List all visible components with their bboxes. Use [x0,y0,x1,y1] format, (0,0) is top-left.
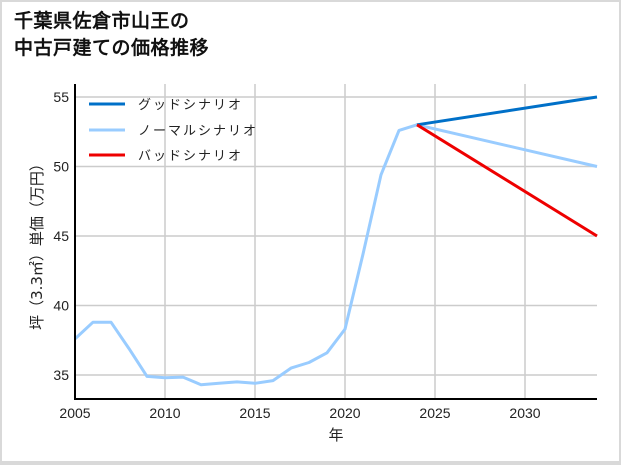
chart-title: 千葉県佐倉市山王の 中古戸建ての価格推移 [14,8,209,62]
y-tick-label: 45 [53,228,69,244]
legend-label: ノーマルシナリオ [138,124,258,139]
y-tick-label: 35 [53,367,69,383]
series-line [416,95,598,127]
y-tick-label: 40 [53,298,69,314]
chart-title-line2: 中古戸建ての価格推移 [14,37,210,59]
x-tick-label: 2010 [149,405,180,421]
y-tick-labels: 35 40 45 50 55 [53,89,69,383]
legend-label: バッドシナリオ [138,149,243,164]
x-tick-labels: 2005 2010 2015 2020 2025 2030 [59,405,540,421]
series-line [73,123,598,387]
x-axis-label: 年 [328,426,343,444]
y-tick-label: 55 [53,89,69,105]
data-series [73,95,598,387]
x-tick-label: 2030 [509,405,540,421]
y-axis-label: 坪（3.3㎡）単価（万円） [28,156,46,330]
x-tick-label: 2005 [59,405,90,421]
legend-label: グッドシナリオ [138,98,243,113]
chart-title-line1: 千葉県佐倉市山王の [14,10,190,32]
x-tick-label: 2025 [419,405,450,421]
x-tick-label: 2020 [329,405,360,421]
grid-lines [74,84,597,399]
x-tick-label: 2015 [239,405,270,421]
series-line [416,123,598,238]
y-tick-label: 50 [53,159,69,175]
